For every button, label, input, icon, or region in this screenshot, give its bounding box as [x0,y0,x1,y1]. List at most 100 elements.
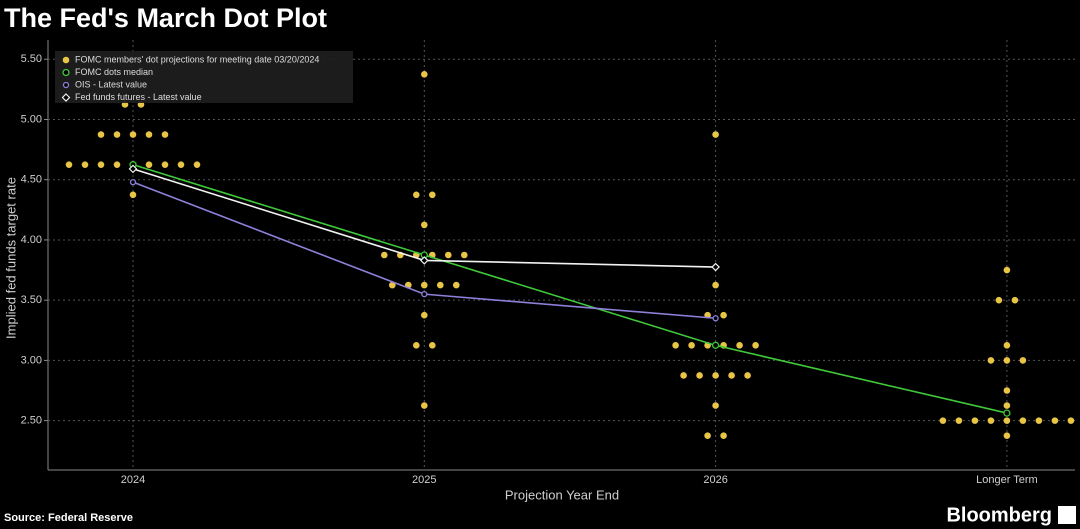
brand: Bloomberg [946,504,1052,526]
dot [939,417,947,424]
dot [65,161,73,168]
dot [1003,342,1011,349]
legend: FOMC members' dot projections for meetin… [55,51,353,103]
legend-label: FOMC dots median [75,67,153,77]
dot [421,311,428,319]
dot [193,161,201,168]
dot [1067,417,1075,424]
dot [712,281,719,289]
dot [413,191,420,199]
dot [1003,387,1011,394]
y-tick-label: 4.50 [21,174,42,186]
y-tick-label: 3.00 [21,354,42,366]
dot [672,342,679,349]
legend-box [55,51,353,103]
dot [680,372,687,379]
dot [145,131,153,138]
dot [1019,417,1027,424]
dot [97,131,105,138]
dot [752,342,759,349]
line-point [711,341,720,349]
dot [688,342,695,349]
dot [712,131,719,138]
dot [712,402,719,409]
dot [1035,417,1043,424]
dot [437,281,444,289]
source: Source: Federal Reserve [4,512,133,524]
dot [421,71,428,78]
dot [161,161,169,168]
dot [728,372,735,379]
line-point [421,290,428,298]
dot [987,417,995,424]
dot [1003,402,1011,409]
dot [429,342,436,349]
x-tick-label: Longer Term [976,474,1038,486]
dot [161,131,169,138]
dot [113,161,121,168]
line-point [711,262,720,272]
dot [736,342,743,349]
dot [1019,357,1027,364]
series-line [132,163,1008,414]
dot [145,161,153,168]
dot [744,372,751,379]
legend-marker [62,56,70,64]
dot [429,191,436,199]
y-tick-label: 5.00 [21,113,42,125]
dot [97,161,105,168]
dot [421,281,428,289]
dot [987,357,995,364]
dot [1003,432,1011,439]
line-point [129,178,137,186]
dot [696,372,703,379]
x-tick-label: 2025 [412,474,436,486]
dot [1003,417,1011,424]
dot [1011,296,1019,304]
legend-marker [62,68,70,77]
legend-label: OIS - Latest value [75,79,147,89]
x-tick-label: 2024 [121,474,145,486]
dot [421,221,428,229]
dot [1003,357,1011,364]
legend-marker [62,81,70,89]
dot [712,372,719,379]
legend-label: FOMC members' dot projections for meetin… [75,54,319,64]
dot [81,161,89,168]
dot [720,311,727,319]
dot [421,402,428,409]
line-point [419,256,429,265]
legend-marker [61,93,71,102]
line-point [1003,409,1011,417]
dot [381,251,388,259]
dot [445,251,452,259]
y-tick-label: 5.50 [21,53,42,65]
dot [413,342,420,349]
y-tick-label: 4.00 [21,234,42,246]
line-point [128,164,138,174]
chart-title: The Fed's March Dot Plot [4,3,327,33]
dot [453,281,460,289]
legend-label: Fed funds futures - Latest value [75,92,202,102]
dot [129,131,137,138]
line-point [712,315,719,322]
dot [1003,266,1011,274]
x-axis-label: Projection Year End [505,487,619,502]
dot [955,417,963,424]
dot [113,131,121,138]
dot [461,251,468,259]
dot [389,281,396,289]
dot [129,191,137,199]
dot [177,161,185,168]
y-tick-label: 3.50 [21,294,42,306]
x-tick-label: 2026 [703,474,727,486]
y-tick-label: 2.50 [21,415,42,427]
dot [995,296,1003,304]
y-axis-label: Implied fed funds target rate [3,177,18,339]
brand-icon [1058,506,1076,524]
dot [971,417,979,424]
dot [704,432,711,439]
dot [720,432,727,439]
